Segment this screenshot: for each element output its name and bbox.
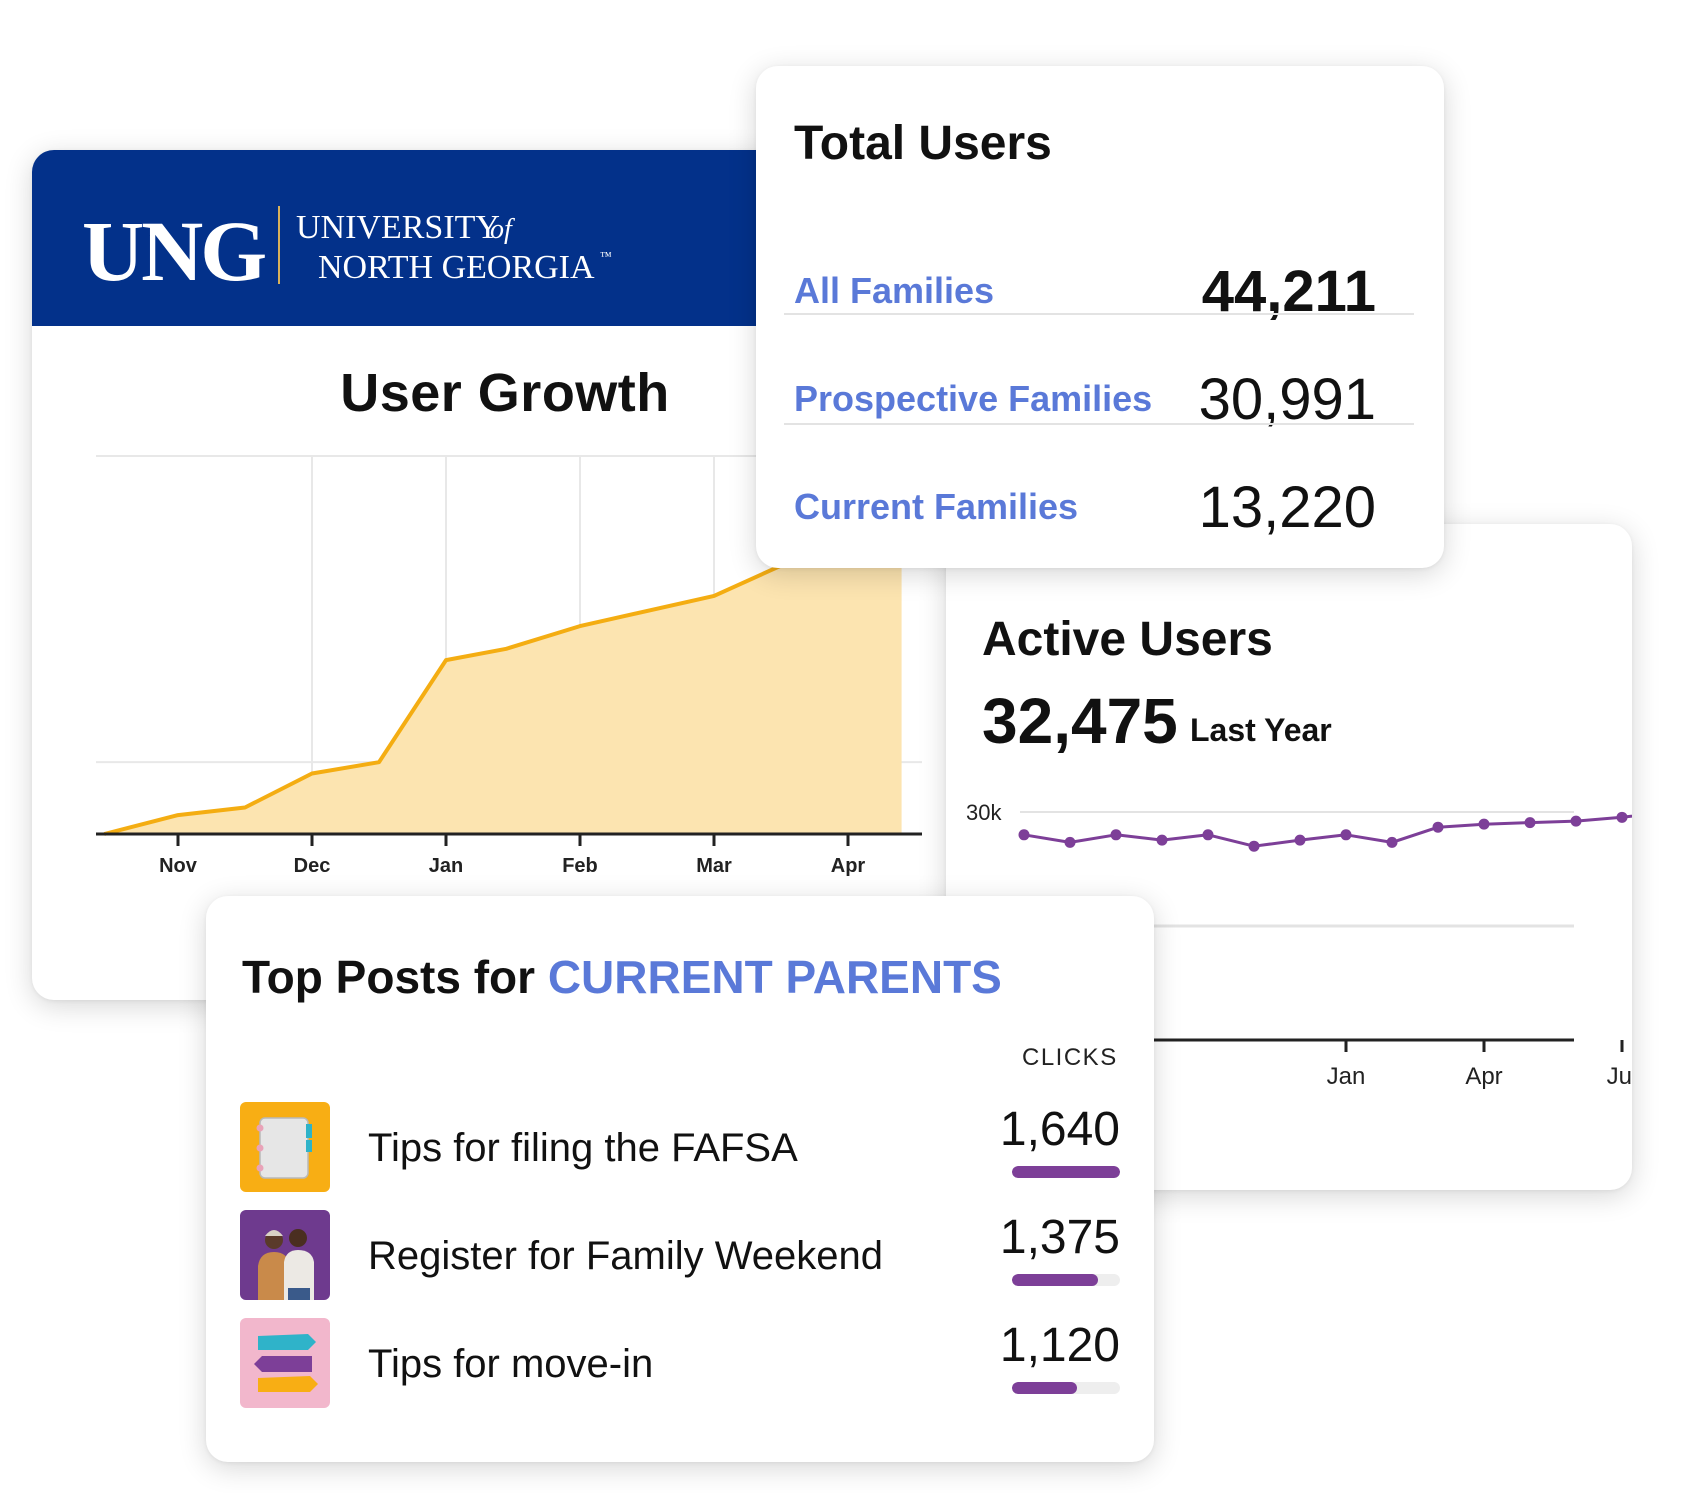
- active-users-point: [1248, 840, 1260, 852]
- current-families-value: 13,220: [1198, 475, 1376, 540]
- current-families-label[interactable]: Current Families: [794, 486, 1079, 527]
- growth-line: [103, 492, 903, 836]
- y-tick-label: 30k: [966, 800, 1002, 825]
- post-clicks: 1,640: [999, 1103, 1120, 1156]
- notebook-icon: [240, 1102, 330, 1192]
- top-posts-card: Top Posts for CURRENT PARENTS CLICKS Tip…: [206, 896, 1154, 1462]
- post-title[interactable]: Tips for filing the FAFSA: [368, 1126, 798, 1170]
- active-users-point: [1524, 817, 1536, 829]
- post-clicks-bar: [1012, 1274, 1120, 1286]
- logo-mark: UNG: [82, 203, 265, 294]
- top-posts-title-prefix: Top Posts for: [242, 951, 548, 1003]
- all-families-label[interactable]: All Families: [794, 270, 995, 311]
- top-posts-audience[interactable]: CURRENT PARENTS: [547, 951, 1002, 1003]
- active-users-point: [1432, 821, 1444, 833]
- x-tick-label: Nov: [159, 855, 198, 877]
- post-clicks: 1,120: [999, 1319, 1120, 1372]
- active-users-value: 32,475: [982, 685, 1178, 757]
- active-users-point: [1478, 818, 1490, 830]
- logo-line-university: UNIVERSITY: [296, 209, 500, 246]
- post-clicks-bar-fill: [1012, 1274, 1099, 1286]
- logo-of: of: [490, 214, 515, 245]
- active-users-point: [1064, 836, 1076, 848]
- x-tick-label: Feb: [562, 855, 598, 877]
- active-users-point: [1570, 815, 1582, 827]
- active-users-point: [1616, 811, 1628, 823]
- total-users-row-prospective[interactable]: Prospective Families 30,991: [784, 344, 1414, 444]
- x-tick-label: Jan: [429, 855, 463, 877]
- total-users-row-all[interactable]: All Families 44,211: [784, 236, 1414, 336]
- x-tick-label: Jan: [1327, 1063, 1366, 1090]
- prospective-families-label[interactable]: Prospective Families: [794, 378, 1153, 419]
- active-users-point: [1340, 829, 1352, 841]
- top-posts-title: Top Posts for CURRENT PARENTS: [242, 950, 1002, 1004]
- x-tick-label: Apr: [831, 855, 866, 877]
- post-row-move-in[interactable]: Tips for move-in 1,120: [240, 1318, 1120, 1410]
- user-growth-chart: Nov Dec Jan Feb Mar Apr: [96, 455, 922, 877]
- total-users-row-current[interactable]: Current Families 13,220: [784, 452, 1414, 552]
- active-users-line: [1023, 814, 1632, 848]
- ung-logo: UNG UNIVERSITY of NORTH GEORGIA ™: [82, 203, 612, 294]
- row-divider: [784, 423, 1414, 425]
- growth-area: [104, 493, 902, 834]
- post-row-family-weekend[interactable]: Register for Family Weekend 1,375: [240, 1210, 1120, 1302]
- x-tick-label: Jul: [1607, 1063, 1632, 1090]
- active-users-period: Last Year: [1190, 712, 1332, 748]
- active-users-point: [1110, 829, 1122, 841]
- user-growth-title: User Growth: [340, 363, 670, 423]
- post-row-fafsa[interactable]: Tips for filing the FAFSA 1,640: [240, 1102, 1120, 1194]
- signpost-icon: [240, 1318, 330, 1408]
- prospective-families-value: 30,991: [1198, 367, 1376, 432]
- post-title[interactable]: Register for Family Weekend: [368, 1234, 883, 1278]
- row-divider: [784, 313, 1414, 315]
- active-users-point: [1156, 834, 1168, 846]
- logo-trademark: ™: [600, 249, 612, 263]
- post-clicks-bar-fill: [1012, 1382, 1077, 1394]
- family-photo: [240, 1210, 330, 1300]
- x-tick-label: Mar: [696, 855, 732, 877]
- total-users-card: Total Users All Families 44,211 Prospect…: [756, 66, 1444, 568]
- active-users-point: [1202, 829, 1214, 841]
- active-users-point: [1018, 829, 1030, 841]
- post-clicks: 1,375: [999, 1211, 1120, 1264]
- active-users-point: [1294, 834, 1306, 846]
- clicks-column-header: CLICKS: [1022, 1044, 1118, 1071]
- post-clicks-bar: [1012, 1166, 1120, 1178]
- post-clicks-bar: [1012, 1382, 1120, 1394]
- x-tick-label: Apr: [1465, 1063, 1502, 1090]
- logo-divider: [278, 206, 280, 284]
- active-users-point: [1386, 836, 1398, 848]
- total-users-title: Total Users: [794, 117, 1052, 170]
- logo-line-north-georgia: NORTH GEORGIA: [318, 249, 595, 286]
- post-title[interactable]: Tips for move-in: [368, 1342, 654, 1386]
- post-clicks-bar-fill: [1012, 1166, 1120, 1178]
- active-users-title: Active Users: [982, 613, 1273, 666]
- x-tick-label: Dec: [294, 855, 331, 877]
